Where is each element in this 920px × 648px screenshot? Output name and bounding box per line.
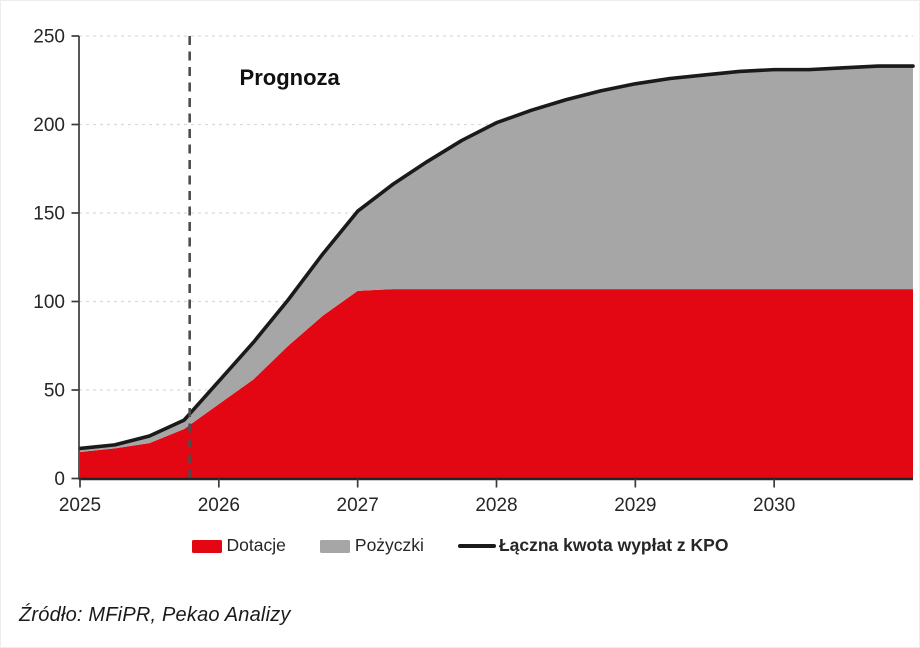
total-line [78,64,915,451]
legend-item-total: Łączna kwota wypłat z KPO [457,535,729,556]
y-tick-label: 150 [33,204,65,225]
x-tick-label: 2027 [337,495,379,516]
legend-label-dotacje: Dotacje [226,535,286,556]
x-tick-label: 2026 [198,495,240,516]
stacked-area-chart: Prognoza 0 50 100 150 200 250 2025 2026 2027 2028 2… [33,27,915,516]
y-tick-label: 0 [54,469,65,490]
legend-label-pozyczki: Pożyczki [354,535,424,556]
x-tick-label: 2028 [475,495,517,516]
x-tick-label: 2029 [614,495,656,516]
prognoza-label: Prognoza [240,65,341,90]
y-tick-label: 250 [33,27,65,48]
dotacje-swatch-icon [191,539,222,553]
y-tick-label: 200 [33,115,65,136]
legend-item-dotacje: Dotacje [191,535,286,556]
legend-item-pozyczki: Pożyczki [319,535,424,556]
legend: Dotacje Pożyczki Łączna kwota wypłat z K… [1,535,919,557]
area-pozyczki [80,66,913,452]
x-tick-label: 2030 [753,495,795,516]
pozyczki-swatch-icon [319,539,350,553]
y-tick-label: 50 [44,381,65,402]
total-line-swatch-icon [457,544,496,548]
x-tick-label: 2025 [59,495,101,516]
source-text: Źródło: MFiPR, Pekao Analizy [19,604,291,626]
legend-label-total: Łączna kwota wypłat z KPO [498,535,729,556]
y-tick-label: 100 [33,292,65,313]
area-dotacje [80,289,913,479]
